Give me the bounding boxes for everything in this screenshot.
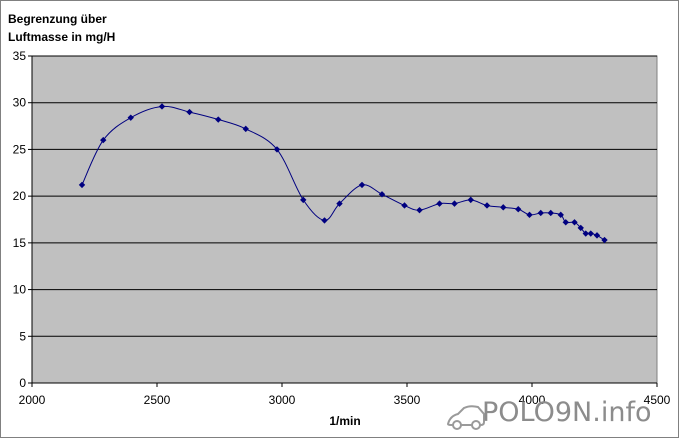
data-point [557, 211, 564, 219]
data-point [436, 200, 443, 207]
data-point [321, 217, 328, 224]
data-point [547, 209, 554, 217]
data-point [358, 181, 366, 189]
y-tick-label: 25 [13, 142, 27, 156]
data-point [451, 200, 458, 207]
data-point [401, 202, 408, 209]
x-tick-label: 4000 [519, 393, 546, 407]
data-series [78, 103, 608, 244]
x-axis-label: 1/min [329, 414, 360, 428]
watermark-text: POLO9N.info [482, 397, 652, 428]
data-point [537, 209, 544, 217]
data-point [127, 114, 134, 121]
data-point [593, 232, 601, 239]
chart-title: Begrenzung über Luftmasse in mg/H [8, 12, 116, 44]
data-point [78, 181, 86, 189]
x-tick-label: 2000 [19, 393, 46, 407]
data-point [300, 196, 307, 204]
data-point [100, 136, 107, 144]
data-point [242, 125, 249, 133]
y-tick-label: 0 [19, 376, 26, 390]
data-point [416, 206, 423, 214]
x-tick-label: 4500 [644, 393, 671, 407]
y-tick-label: 15 [13, 236, 27, 250]
car-icon [446, 405, 485, 430]
data-point [562, 219, 569, 226]
data-point [273, 146, 281, 153]
y-tick-label: 20 [13, 189, 27, 203]
y-tick-label: 5 [19, 329, 26, 343]
watermark-logo: POLO9N.info [446, 396, 674, 432]
data-point [526, 211, 533, 219]
data-point [158, 103, 166, 110]
data-point [571, 219, 578, 226]
y-tick-label: 10 [13, 283, 27, 297]
y-axis-tick-labels: 0 5 10 15 20 25 30 35 [13, 49, 27, 390]
data-point [587, 230, 594, 237]
x-tick-label: 2500 [144, 393, 171, 407]
data-point [483, 202, 491, 209]
data-point [582, 230, 589, 237]
x-tick-label: 3500 [394, 393, 421, 407]
data-point [336, 200, 343, 207]
x-tick-label: 3000 [269, 393, 296, 407]
axes [31, 56, 657, 384]
data-point [601, 236, 608, 244]
data-point [500, 204, 507, 211]
y-tick-label: 35 [13, 49, 27, 63]
data-point [467, 196, 474, 204]
x-axis-tick-labels: 2000 2500 3000 3500 4000 4500 [19, 393, 671, 407]
gridlines [28, 55, 658, 387]
data-point [515, 206, 522, 213]
data-point [215, 116, 222, 123]
data-point [186, 108, 193, 116]
data-point [378, 191, 386, 198]
y-tick-label: 30 [13, 96, 27, 110]
data-point [577, 224, 584, 232]
